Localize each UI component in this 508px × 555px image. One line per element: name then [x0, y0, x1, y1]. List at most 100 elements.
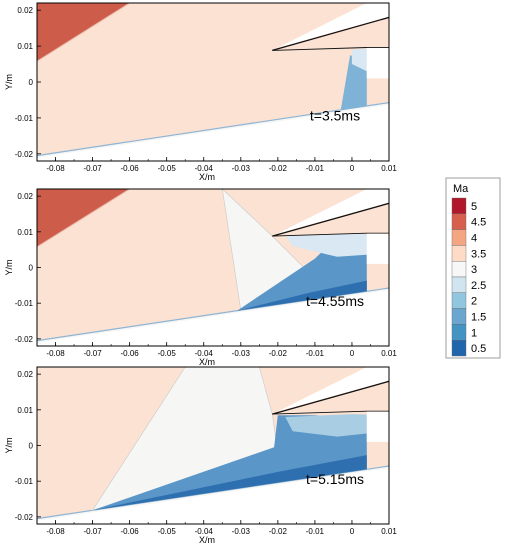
cowl-body	[272, 189, 389, 237]
y-tick-label: 0	[29, 442, 34, 451]
y-axis-label: Y/m	[4, 437, 14, 453]
x-tick-label: -0.01	[306, 349, 325, 358]
legend-swatch	[451, 292, 467, 309]
cowl-inner	[272, 410, 389, 415]
time-label: t=4.55ms	[306, 293, 364, 309]
contour-field	[37, 189, 389, 346]
x-tick-label: -0.08	[46, 349, 65, 358]
x-axis-label: X/m	[199, 535, 215, 545]
legend-level-label: 5	[471, 201, 477, 213]
x-tick-label: -0.01	[306, 527, 325, 536]
y-tick-label: 0.01	[17, 228, 33, 237]
y-tick-label: 0	[29, 264, 34, 273]
wall-solid	[37, 468, 389, 524]
legend-level-label: 1	[471, 327, 477, 339]
legend-swatch	[451, 261, 467, 278]
x-tick-label: 0.01	[381, 349, 397, 358]
y-tick-label: 0.02	[17, 370, 33, 379]
x-tick-label: -0.04	[195, 527, 214, 536]
inlet-flow	[285, 233, 389, 257]
x-tick-label: -0.06	[121, 527, 140, 536]
x-tick-label: -0.06	[121, 164, 140, 173]
x-tick-label: -0.07	[83, 349, 102, 358]
x-tick-label: -0.02	[269, 164, 288, 173]
y-tick-label: 0.02	[17, 6, 33, 15]
outlet-blank	[366, 233, 389, 264]
legend-level-label: 0.5	[471, 343, 486, 355]
freestream-ma-5	[37, 3, 131, 62]
x-tick-label: -0.08	[46, 164, 65, 173]
x-tick-label: -0.03	[232, 349, 251, 358]
cowl-lip	[272, 16, 389, 52]
x-tick-label: -0.07	[83, 164, 102, 173]
x-tick-label: -0.01	[306, 164, 325, 173]
low-mach-core	[92, 455, 367, 511]
shocked-region	[91, 367, 279, 511]
x-tick-label: 0	[350, 349, 355, 358]
y-tick-label: -0.01	[15, 299, 34, 308]
legend-level-label: 2.5	[471, 280, 486, 292]
legend-swatch	[451, 340, 467, 357]
y-tick-label: -0.02	[15, 335, 34, 344]
legend-title: Ma	[453, 183, 469, 195]
cowl-body	[272, 3, 389, 51]
x-axis-label: X/m	[199, 357, 215, 367]
outlet-blank	[366, 47, 389, 79]
x-tick-label: -0.04	[195, 349, 214, 358]
y-axis-label: Y/m	[4, 74, 14, 90]
colorbar-legend: Ma5 4.5 4 3.5 3 2.5 2 1.5 1 0.5	[445, 177, 501, 359]
x-tick-label: -0.06	[121, 349, 140, 358]
y-tick-label: 0.01	[17, 42, 33, 51]
cowl-lip	[272, 380, 389, 415]
x-tick-label: 0	[350, 527, 355, 536]
wall-solid	[37, 104, 389, 161]
cowl-inner	[272, 47, 389, 51]
contour-panel-1: -0.08 -0.07 -0.06 -0.05 -0.04 -0.03 -0.02 -0.01…	[4, 2, 397, 182]
legend-level-label: 2	[471, 296, 477, 308]
x-axis-label: X/m	[199, 172, 215, 182]
ramp-wall	[37, 102, 389, 157]
x-tick-label: -0.03	[232, 164, 251, 173]
x-tick-label: -0.05	[158, 349, 177, 358]
legend-swatch	[451, 229, 467, 246]
legend-swatch	[451, 245, 467, 262]
x-tick-label: -0.02	[269, 349, 288, 358]
x-tick-label: 0	[350, 164, 355, 173]
x-tick-label: -0.03	[232, 527, 251, 536]
legend-swatch	[451, 308, 467, 325]
x-tick-label: -0.05	[158, 527, 177, 536]
y-tick-label: -0.01	[15, 114, 34, 123]
legend-level-label: 4	[471, 233, 477, 245]
inlet-flow	[285, 414, 389, 437]
y-tick-label: -0.02	[15, 513, 34, 522]
legend-level-label: 3.5	[471, 248, 486, 260]
separation-region	[92, 415, 367, 511]
x-tick-label: -0.02	[269, 527, 288, 536]
x-tick-label: -0.04	[195, 164, 214, 173]
x-tick-label: -0.08	[46, 527, 65, 536]
x-tick-label: 0.01	[381, 527, 397, 536]
separation-region	[340, 55, 367, 110]
legend-swatch	[451, 324, 467, 341]
legend-swatch	[451, 276, 467, 294]
legend-level-label: 1.5	[471, 312, 486, 324]
contour-field	[37, 3, 389, 161]
contour-panel-3: -0.08 -0.07 -0.06 -0.05 -0.04 -0.03 -0.02 -0.01…	[4, 366, 397, 545]
x-tick-label: 0.01	[381, 164, 397, 173]
freestream-ma-5	[37, 189, 131, 248]
cowl-body	[272, 367, 389, 415]
low-mach-core	[237, 280, 367, 311]
y-tick-label: 0.02	[17, 192, 33, 201]
x-tick-label: -0.07	[83, 527, 102, 536]
contour-field	[37, 367, 389, 524]
wall-solid	[37, 290, 389, 346]
cowl-inner	[272, 232, 389, 237]
contour-panel-2: -0.08 -0.07 -0.06 -0.05 -0.04 -0.03 -0.02 -0.01…	[4, 188, 397, 367]
time-label: t=3.5ms	[310, 108, 360, 124]
time-label: t=5.15ms	[306, 471, 364, 487]
cowl-lip	[272, 202, 389, 237]
x-tick-label: -0.05	[158, 164, 177, 173]
legend-swatch	[451, 213, 467, 230]
y-axis-label: Y/m	[4, 259, 14, 275]
